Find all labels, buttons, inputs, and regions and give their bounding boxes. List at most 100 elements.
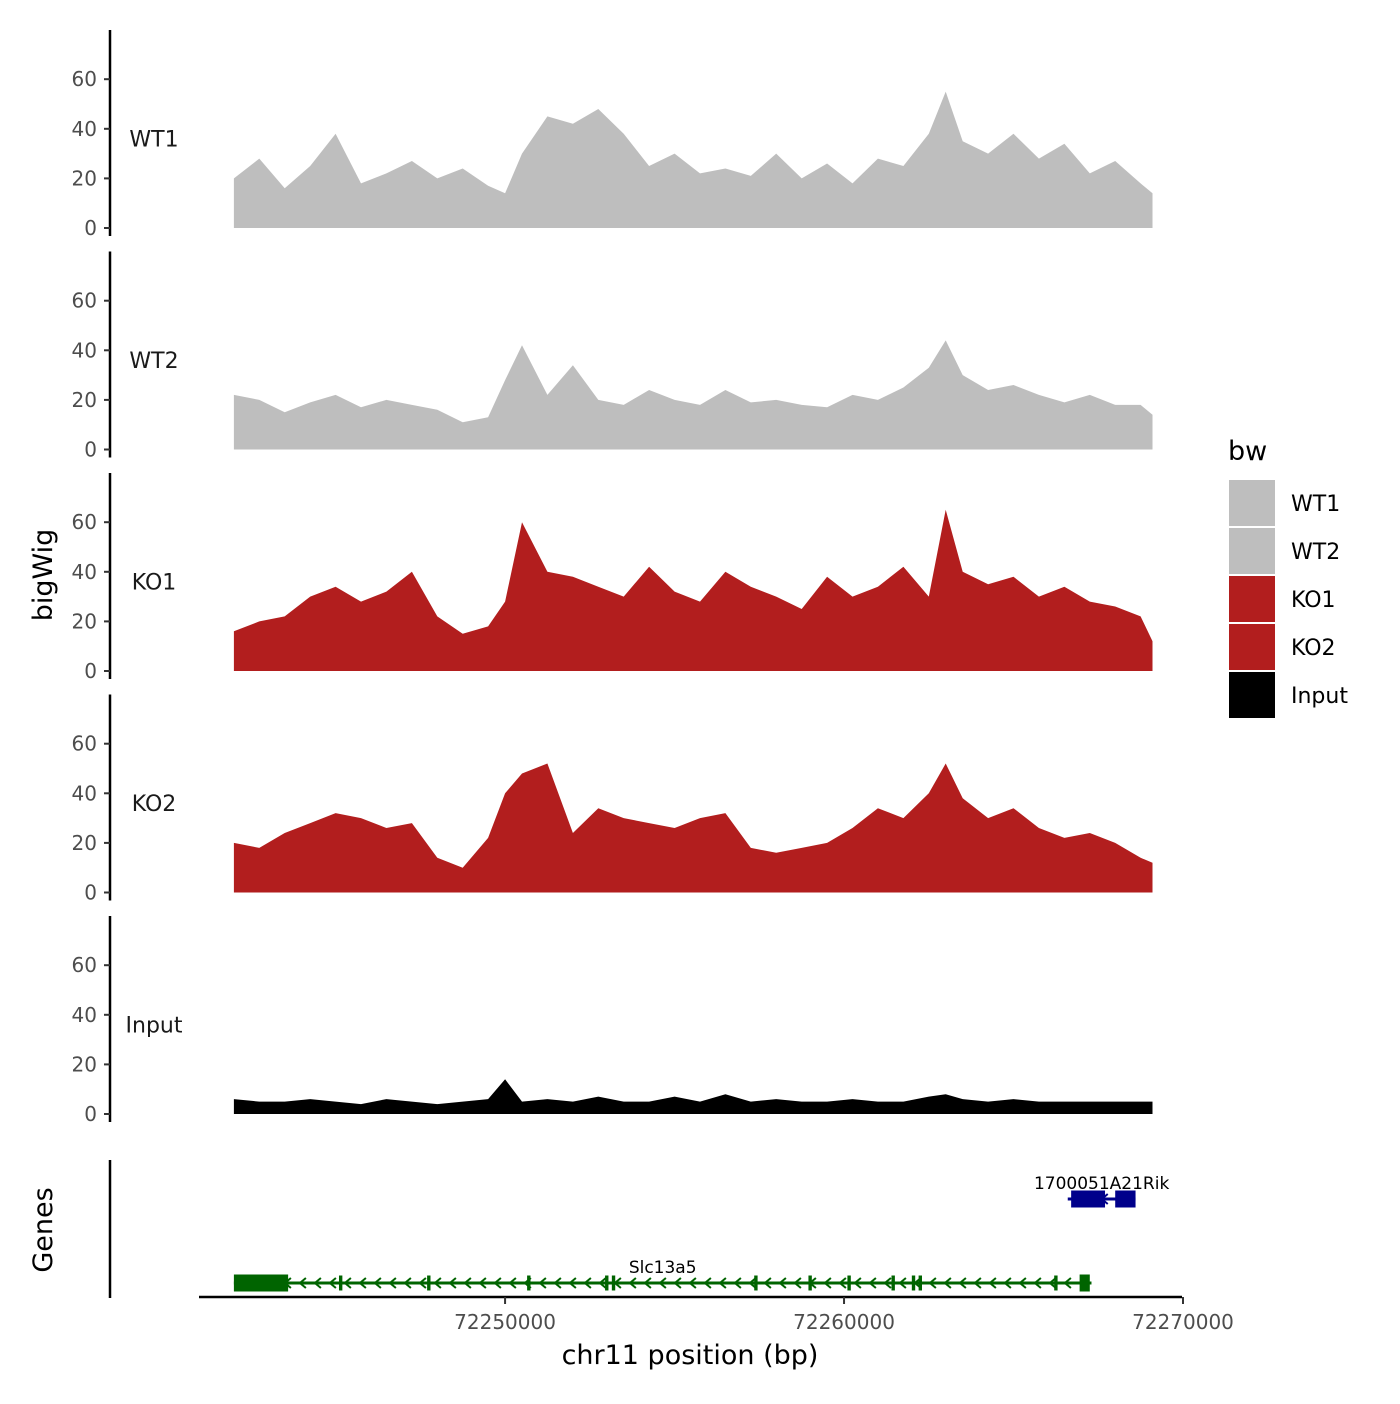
gene-exon — [1071, 1190, 1106, 1208]
strand-arrow — [478, 1277, 487, 1289]
y-tick-label: 40 — [72, 560, 97, 584]
gene-slc13a5: Slc13a5 — [233, 1258, 1092, 1292]
strand-arrow — [703, 1277, 712, 1289]
y-tick-label: 40 — [72, 1003, 97, 1027]
gene-exon — [611, 1275, 616, 1291]
gene-exon — [1115, 1190, 1136, 1208]
y-tick-label: 0 — [84, 881, 97, 905]
strand-arrow — [658, 1277, 667, 1289]
strand-arrow — [1033, 1277, 1042, 1289]
strand-arrow — [1003, 1277, 1012, 1289]
y-tick-label: 60 — [72, 289, 97, 313]
gene-exon — [338, 1275, 343, 1291]
strand-arrow — [433, 1277, 442, 1289]
coverage-area-ko1 — [233, 509, 1153, 671]
x-tick-label: 72250000 — [454, 1310, 556, 1334]
track-wt1: 0 20 40 60 WT1 — [72, 30, 1153, 240]
genes-track-title: Genes — [28, 1187, 59, 1272]
strand-arrow — [598, 1277, 607, 1289]
track-ko1: 0 20 40 60 KO1 — [72, 473, 1153, 683]
strand-arrow — [733, 1277, 742, 1289]
legend-swatch — [1229, 480, 1275, 526]
strand-arrow — [793, 1277, 802, 1289]
strand-arrow — [973, 1277, 982, 1289]
strand-arrow — [538, 1277, 547, 1289]
gene-exon — [427, 1275, 431, 1291]
gene-exon — [847, 1275, 851, 1291]
strand-arrow — [403, 1277, 412, 1289]
strand-arrow — [988, 1277, 997, 1289]
coverage-area-ko2 — [233, 763, 1153, 893]
track-input: 0 20 40 60 Input — [72, 916, 1153, 1126]
gene-exon — [605, 1275, 609, 1291]
gene-exon — [754, 1275, 758, 1291]
coverage-tracks: 0 20 40 60 WT1 0 20 40 60 WT2 0 20 40 60 KO1 0 20 40 60 KO2… — [72, 30, 1153, 1126]
strand-arrow — [418, 1277, 427, 1289]
legend-label: WT1 — [1291, 492, 1340, 517]
strand-arrow — [1048, 1277, 1057, 1289]
gene-label: 1700051A21Rik — [1034, 1174, 1170, 1194]
y-tick-label: 20 — [72, 388, 97, 412]
legend-entry-ko2: KO2 — [1229, 624, 1336, 670]
strand-arrow — [568, 1277, 577, 1289]
strand-arrow — [553, 1277, 562, 1289]
gene-exon — [527, 1275, 531, 1291]
y-tick-label: 20 — [72, 609, 97, 633]
strand-arrow — [883, 1277, 892, 1289]
strand-arrow — [718, 1277, 727, 1289]
x-axis-title: chr11 position (bp) — [562, 1340, 819, 1371]
strand-arrow — [388, 1277, 397, 1289]
strand-arrow — [928, 1277, 937, 1289]
strand-arrow — [688, 1277, 697, 1289]
strand-arrow — [298, 1277, 307, 1289]
gene-exon — [233, 1274, 289, 1292]
gene-exon — [1054, 1275, 1058, 1291]
gene-exon — [918, 1275, 922, 1291]
legend-entry-ko1: KO1 — [1229, 576, 1336, 622]
strand-arrow — [1063, 1277, 1072, 1289]
y-tick-label: 20 — [72, 831, 97, 855]
strand-arrow — [958, 1277, 967, 1289]
track-wt2: 0 20 40 60 WT2 — [72, 251, 1153, 462]
legend: WT1 WT2 KO1 KO2 Input — [1229, 480, 1348, 718]
legend-swatch — [1229, 528, 1275, 574]
legend-swatch — [1229, 672, 1275, 718]
strand-arrow — [328, 1277, 337, 1289]
strand-arrow — [763, 1277, 772, 1289]
strand-arrow — [508, 1277, 517, 1289]
legend-entry-input: Input — [1229, 672, 1348, 718]
y-tick-label: 60 — [72, 510, 97, 534]
strand-arrow — [463, 1277, 472, 1289]
y-tick-label: 20 — [72, 1052, 97, 1076]
gene-label: Slc13a5 — [629, 1258, 697, 1278]
y-tick-label: 40 — [72, 117, 97, 141]
strand-arrow — [823, 1277, 832, 1289]
gene-exon — [808, 1275, 812, 1291]
y-tick-label: 60 — [72, 67, 97, 91]
strand-arrow — [838, 1277, 847, 1289]
strand-arrow — [868, 1277, 877, 1289]
gene-track: 1700051A21Rik Slc13a5 — [108, 1160, 1170, 1298]
strand-arrow — [643, 1277, 652, 1289]
gene-exon — [1079, 1274, 1090, 1292]
track-label: WT2 — [129, 349, 178, 374]
y-tick-label: 60 — [72, 732, 97, 756]
strand-arrow — [853, 1277, 862, 1289]
strand-arrow — [313, 1277, 322, 1289]
legend-swatch — [1229, 624, 1275, 670]
legend-swatch — [1229, 576, 1275, 622]
y-tick-label: 20 — [72, 166, 97, 190]
strand-arrow — [493, 1277, 502, 1289]
strand-arrow — [373, 1277, 382, 1289]
strand-arrow — [358, 1277, 367, 1289]
strand-arrow — [748, 1277, 757, 1289]
coverage-area-wt2 — [233, 340, 1153, 450]
strand-arrow — [943, 1277, 952, 1289]
gene-exon — [911, 1275, 916, 1291]
y-tick-label: 40 — [72, 338, 97, 362]
strand-arrow — [583, 1277, 592, 1289]
strand-arrow — [448, 1277, 457, 1289]
legend-entry-wt1: WT1 — [1229, 480, 1340, 526]
legend-title: bw — [1228, 436, 1267, 467]
